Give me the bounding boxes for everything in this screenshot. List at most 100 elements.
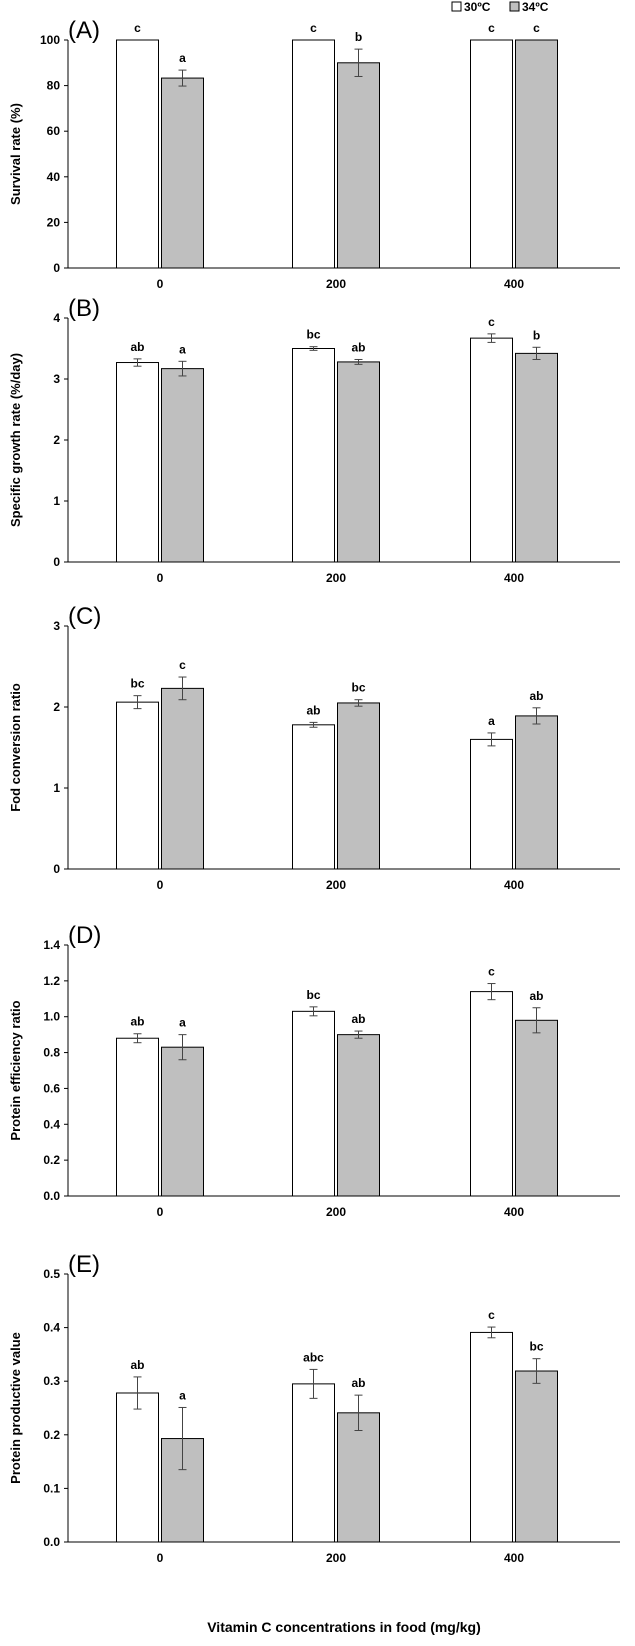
chart-panel-2: 0 1 2 3 4 0 200 400 ab bc c a ab b (B) Specific growth …	[8, 295, 620, 585]
y-tick-label: 40	[47, 170, 61, 184]
significance-letter: a	[179, 342, 186, 356]
bar-series1-0	[116, 362, 159, 563]
bar-series2-0	[161, 77, 204, 269]
bar-series2-400	[515, 1370, 558, 1543]
x-tick-label: 0	[157, 1205, 164, 1219]
bar-series1-0	[116, 1392, 159, 1543]
bar-series1-200	[292, 348, 335, 563]
chart-panel-4: 0.0 0.2 0.4 0.6 0.8 1.0 1.2 1.4 0 200 400 ab bc c a ab a…	[8, 922, 620, 1219]
bar-series1-400	[470, 1331, 513, 1543]
significance-letter: a	[179, 1388, 186, 1402]
y-tick-label: 1	[53, 494, 60, 508]
x-tick-label: 0	[157, 571, 164, 585]
y-axis-title: Fod conversion ratio	[8, 683, 23, 812]
y-tick-label: 0	[53, 261, 60, 275]
significance-letter: c	[488, 965, 495, 979]
significance-letter: c	[179, 658, 186, 672]
significance-letter: bc	[351, 681, 365, 695]
significance-letter: ab	[130, 340, 144, 354]
bar-series2-400	[515, 39, 558, 269]
y-tick-label: 0.6	[43, 1081, 60, 1095]
bar-series1-200	[292, 724, 335, 870]
y-tick-label: 0.4	[43, 1117, 60, 1131]
y-tick-label: 20	[47, 215, 61, 229]
y-tick-label: 100	[40, 33, 60, 47]
significance-letter: ab	[306, 703, 320, 717]
bar-series2-200	[337, 62, 380, 269]
y-tick-label: 3	[53, 372, 60, 386]
y-tick-label: 0.1	[43, 1481, 60, 1495]
significance-letter: c	[134, 21, 141, 35]
significance-letter: bc	[306, 328, 320, 342]
x-tick-label: 0	[157, 1551, 164, 1565]
y-tick-label: 80	[47, 79, 61, 93]
y-axis-title: Survival rate (%)	[8, 103, 23, 205]
significance-letter: ab	[351, 1012, 365, 1026]
y-tick-label: 0.0	[43, 1189, 60, 1203]
bar-series2-400	[515, 352, 558, 563]
y-tick-label: 1.2	[43, 974, 60, 988]
significance-letter: c	[488, 21, 495, 35]
significance-letter: abc	[303, 1350, 324, 1364]
y-tick-label: 0.8	[43, 1046, 60, 1060]
legend-swatch-2	[509, 1, 520, 12]
y-tick-label: 0.4	[43, 1321, 60, 1335]
x-tick-label: 400	[504, 1205, 524, 1219]
bar-series2-200	[337, 702, 380, 870]
y-tick-label: 0	[53, 862, 60, 876]
y-tick-label: 0.2	[43, 1153, 60, 1167]
y-tick-label: 0.3	[43, 1374, 60, 1388]
bar-series2-400	[515, 1019, 558, 1197]
x-tick-label: 200	[326, 277, 346, 291]
significance-letter: ab	[130, 1358, 144, 1372]
y-tick-label: 60	[47, 124, 61, 138]
y-tick-label: 1.4	[43, 938, 60, 952]
bar-series1-200	[292, 1383, 335, 1543]
significance-letter: ab	[529, 689, 543, 703]
significance-letter: a	[179, 51, 186, 65]
panel-label: (D)	[68, 922, 101, 949]
significance-letter: c	[488, 1308, 495, 1322]
x-axis-title: Vitamin C concentrations in food (mg/kg)	[207, 1619, 481, 1635]
x-tick-label: 400	[504, 878, 524, 892]
significance-letter: b	[533, 328, 540, 342]
bar-series1-0	[116, 701, 159, 870]
bar-series2-0	[161, 368, 204, 563]
bar-series1-200	[292, 1010, 335, 1197]
significance-letter: ab	[130, 1015, 144, 1029]
legend-swatch-1	[451, 1, 462, 12]
legend-label-1: 30ºC	[464, 0, 491, 14]
y-tick-label: 1	[53, 781, 60, 795]
y-tick-label: 2	[53, 433, 60, 447]
x-tick-label: 400	[504, 277, 524, 291]
significance-letter: b	[355, 30, 362, 44]
y-tick-label: 3	[53, 619, 60, 633]
bar-series1-400	[470, 738, 513, 870]
bar-series2-400	[515, 715, 558, 870]
x-tick-label: 200	[326, 1205, 346, 1219]
y-tick-label: 4	[53, 311, 60, 325]
y-axis-title: Protein productive value	[8, 1332, 23, 1484]
significance-letter: bc	[306, 988, 320, 1002]
x-tick-label: 400	[504, 571, 524, 585]
bar-series1-400	[470, 337, 513, 563]
y-tick-label: 0	[53, 555, 60, 569]
x-tick-label: 0	[157, 277, 164, 291]
significance-letter: a	[179, 1016, 186, 1030]
significance-letter: c	[310, 21, 317, 35]
x-tick-label: 200	[326, 1551, 346, 1565]
significance-letter: bc	[529, 1340, 543, 1354]
y-tick-label: 2	[53, 700, 60, 714]
bar-series2-200	[337, 1034, 380, 1197]
y-tick-label: 0.0	[43, 1535, 60, 1549]
y-tick-label: 1.0	[43, 1010, 60, 1024]
bar-series1-400	[470, 991, 513, 1197]
panel-label: (B)	[68, 295, 100, 322]
panel-label: (A)	[68, 17, 100, 44]
significance-letter: ab	[529, 989, 543, 1003]
x-tick-label: 400	[504, 1551, 524, 1565]
panel-label: (E)	[68, 1251, 100, 1278]
legend: 30ºC 34ºC	[451, 0, 549, 14]
